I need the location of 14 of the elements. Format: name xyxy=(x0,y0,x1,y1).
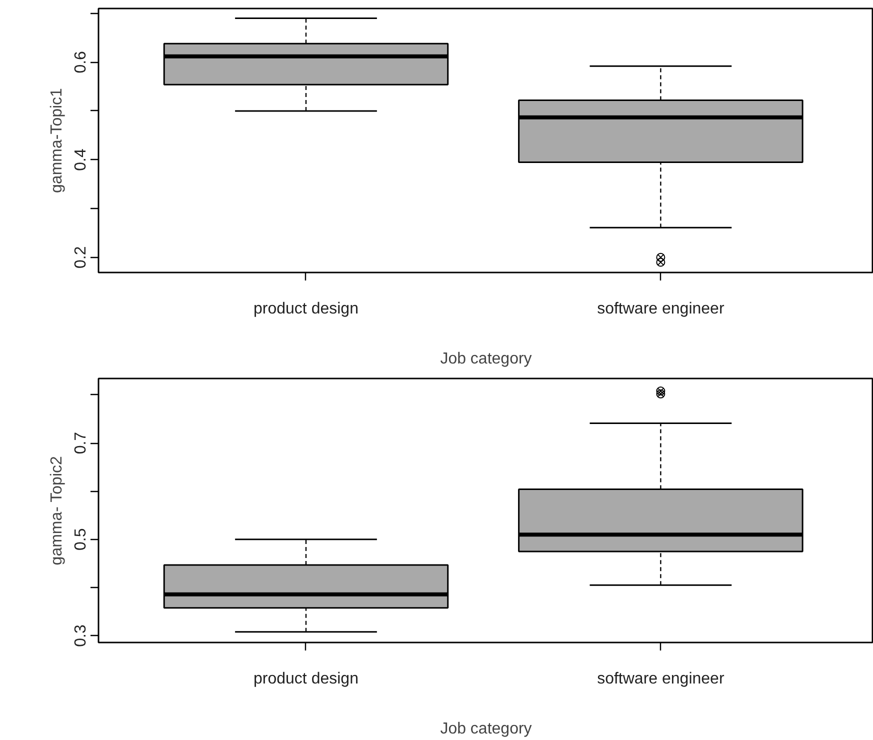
y-axis-title: gamma-Topic1 xyxy=(48,88,66,193)
y-axis-title: gamma- Topic2 xyxy=(48,456,66,566)
x-tick-label: software engineer xyxy=(597,670,725,688)
x-tick-label: software engineer xyxy=(597,300,725,318)
x-axis-title: Job category xyxy=(440,350,532,368)
y-tick-label: 0.4 xyxy=(72,148,90,171)
x-tick-label: product design xyxy=(254,300,358,318)
x-axis-title: Job category xyxy=(440,720,532,738)
y-tick-label: 0.6 xyxy=(72,50,90,74)
y-tick-label: 0.2 xyxy=(72,246,90,268)
y-tick-label: 0.3 xyxy=(72,624,90,647)
y-tick-label: 0.5 xyxy=(72,528,90,551)
x-tick-label: product design xyxy=(254,670,358,688)
y-tick-label: 0.7 xyxy=(72,432,90,454)
